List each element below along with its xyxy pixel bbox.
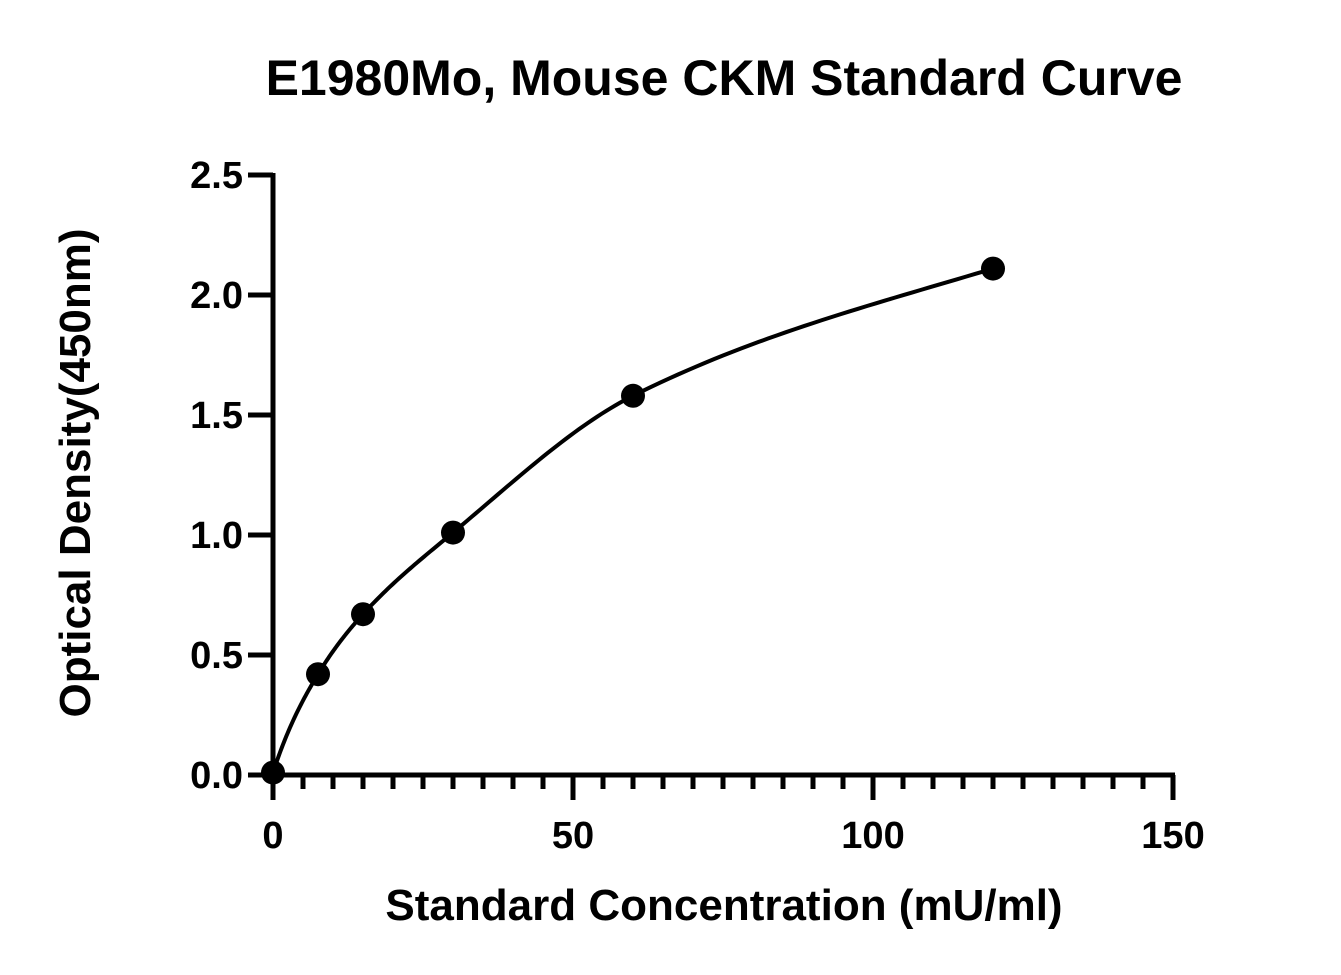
data-point bbox=[981, 256, 1005, 281]
data-points bbox=[261, 256, 1005, 785]
x-tick-label: 100 bbox=[841, 815, 904, 857]
fit-curve bbox=[271, 266, 994, 774]
y-tick-label: 2.5 bbox=[190, 155, 243, 197]
data-point bbox=[306, 662, 330, 687]
data-point bbox=[441, 520, 465, 545]
fit-curve-layer bbox=[271, 266, 994, 774]
y-axis-label: Optical Density(450nm) bbox=[51, 228, 100, 717]
x-tick-label: 0 bbox=[262, 815, 283, 857]
x-axis-label: Standard Concentration (mU/ml) bbox=[385, 881, 1062, 930]
x-tick-label: 50 bbox=[552, 815, 594, 857]
chart-title: E1980Mo, Mouse CKM Standard Curve bbox=[266, 50, 1183, 106]
x-tick-label: 150 bbox=[1141, 815, 1204, 857]
y-tick-label: 1.5 bbox=[190, 395, 243, 437]
y-tick-label: 1.0 bbox=[190, 515, 243, 557]
y-tick-label: 0.5 bbox=[190, 635, 243, 677]
data-point bbox=[261, 760, 285, 785]
y-tick-label: 2.0 bbox=[190, 275, 243, 317]
data-point bbox=[621, 383, 645, 408]
data-point bbox=[351, 602, 375, 627]
ticks: 0.0 0.5 1.0 1.5 2.0 2.5 0 50 100 150 bbox=[190, 155, 1205, 857]
y-tick-label: 0.0 bbox=[190, 755, 243, 797]
axes bbox=[270, 173, 1175, 778]
